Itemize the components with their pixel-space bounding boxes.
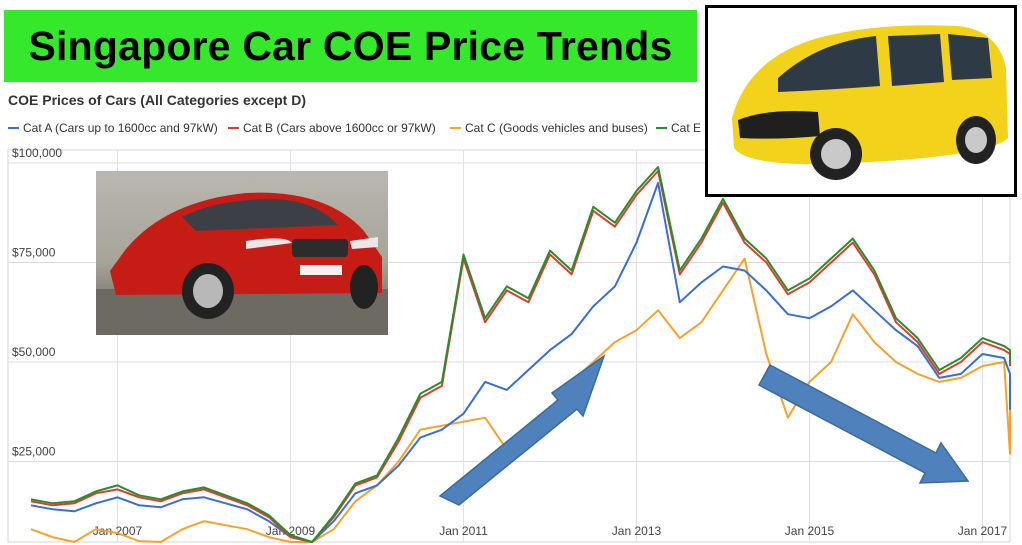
x-tick-label: Jan 2013 [612, 524, 662, 538]
legend-label-cat-b: Cat B (Cars above 1600cc or 97kW) [243, 121, 436, 135]
annotation-arrows [438, 354, 970, 506]
series-layer [30, 166, 1011, 543]
legend-swatch-cat-b [228, 127, 239, 129]
y-tick-label: $100,000 [12, 146, 62, 160]
legend-item-cat-a[interactable]: Cat A (Cars up to 1600cc and 97kW) [8, 121, 218, 135]
legend-swatch-cat-a [8, 127, 19, 129]
plot-frame [7, 149, 1011, 543]
legend-swatch-cat-c [450, 127, 461, 129]
legend-item-cat-c[interactable]: Cat C (Goods vehicles and buses) [450, 121, 648, 135]
title-banner: Singapore Car COE Price Trends [4, 10, 697, 82]
x-tick-label: Jan 2007 [93, 524, 143, 538]
red-sedan-illustration [96, 192, 388, 335]
series-line-cat-b [30, 170, 1011, 543]
chart-title: COE Prices of Cars (All Categories excep… [8, 92, 306, 108]
y-tick-label: $50,000 [12, 345, 56, 359]
legend-item-cat-b[interactable]: Cat B (Cars above 1600cc or 97kW) [228, 121, 436, 135]
x-tick-label: Jan 2017 [958, 524, 1008, 538]
banner-title: Singapore Car COE Price Trends [28, 22, 673, 69]
up-trend-arrow [438, 354, 606, 506]
series-line-cat-e [30, 166, 1011, 543]
legend-swatch-cat-e [656, 127, 667, 129]
red-sedan-photo [96, 171, 388, 335]
yellow-compact-car-photo [705, 5, 1017, 197]
legend-label-cat-c: Cat C (Goods vehicles and buses) [465, 121, 648, 135]
legend-label-cat-a: Cat A (Cars up to 1600cc and 97kW) [23, 121, 218, 135]
down-trend-arrow [757, 363, 970, 484]
legend-label-cat-e: Cat E [671, 121, 702, 135]
yellow-car-illustration [732, 25, 1008, 180]
x-tick-label: Jan 2011 [439, 524, 488, 538]
y-tick-label: $75,000 [12, 246, 56, 260]
legend-item-cat-e[interactable]: Cat E [656, 121, 701, 135]
series-line-cat-a [30, 181, 1011, 543]
y-tick-label: $25,000 [12, 445, 56, 459]
x-tick-label: Jan 2015 [785, 524, 835, 538]
